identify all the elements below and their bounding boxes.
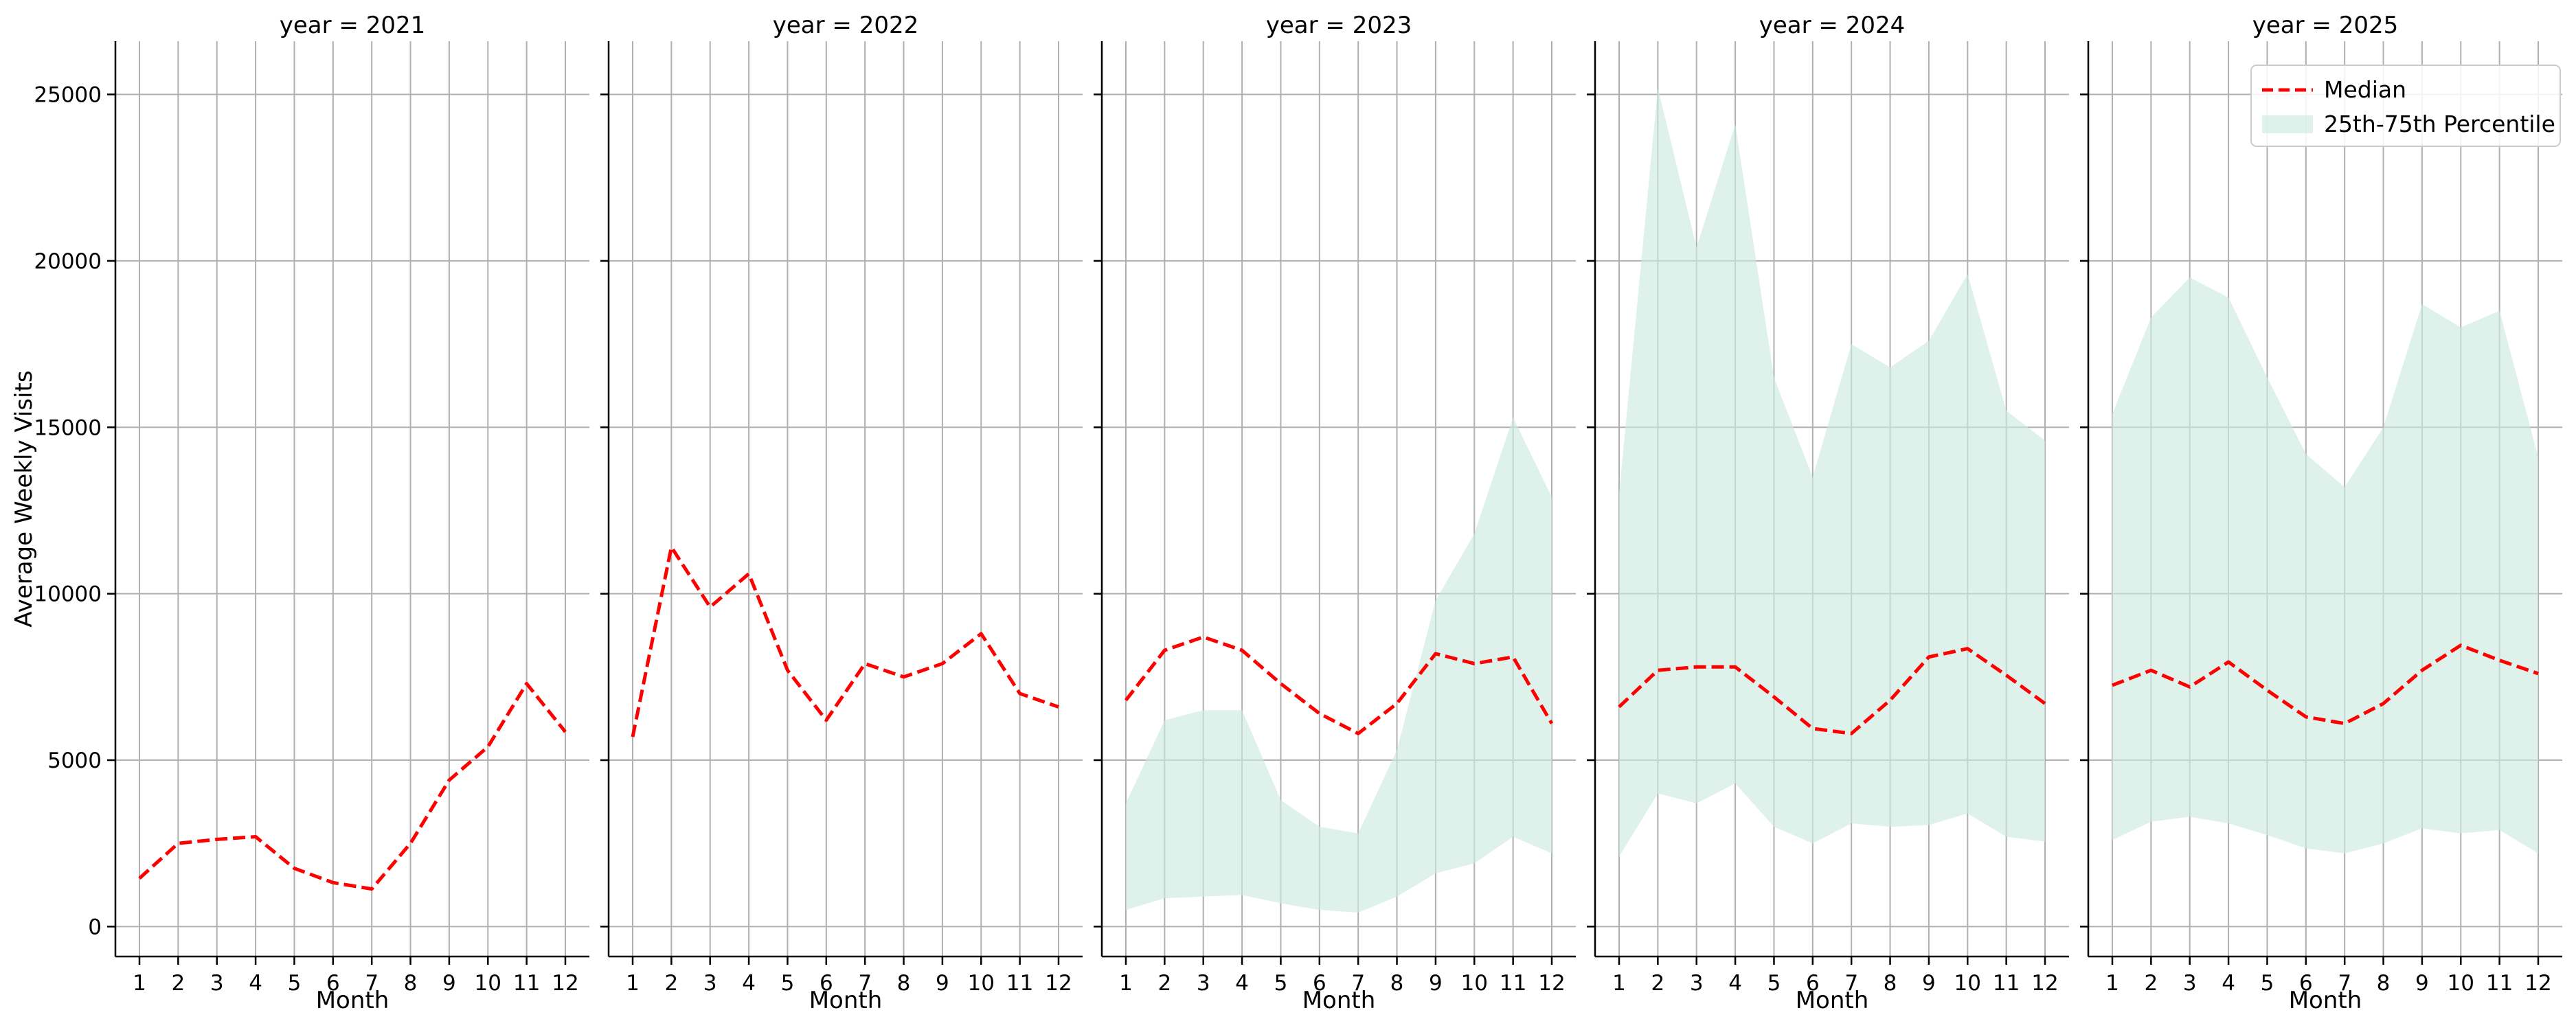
- x-tick-label: 3: [703, 971, 717, 996]
- panel-title: year = 2023: [1266, 12, 1412, 39]
- y-tick-label: 10000: [34, 582, 102, 607]
- x-axis-label: Month: [809, 987, 883, 1014]
- x-tick-label: 2: [664, 971, 678, 996]
- x-tick-label: 6: [1806, 971, 1820, 996]
- median-line: [631, 545, 1059, 737]
- x-tick-label: 9: [1922, 971, 1936, 996]
- panel-title: year = 2024: [1759, 12, 1905, 39]
- percentile-band: [1619, 87, 2045, 857]
- x-axis-label: Month: [2289, 987, 2362, 1014]
- x-tick-label: 6: [326, 971, 340, 996]
- x-tick-label: 10: [475, 971, 501, 996]
- x-axis-label: Month: [1796, 987, 1869, 1014]
- x-tick-label: 1: [1119, 971, 1133, 996]
- legend-swatch-band: [2262, 115, 2313, 133]
- x-tick-label: 5: [781, 971, 795, 996]
- x-tick-label: 7: [1844, 971, 1858, 996]
- panel-title: year = 2022: [773, 12, 918, 39]
- x-tick-label: 2: [1157, 971, 1171, 996]
- x-tick-label: 10: [1461, 971, 1488, 996]
- x-tick-label: 12: [1045, 971, 1072, 996]
- x-tick-label: 11: [1006, 971, 1033, 996]
- x-tick-label: 5: [288, 971, 302, 996]
- y-tick-label: 25000: [34, 83, 102, 108]
- legend: Median 25th-75th Percentile: [2250, 65, 2561, 147]
- x-tick-label: 11: [513, 971, 540, 996]
- x-tick-label: 9: [2415, 971, 2429, 996]
- median-line: [2112, 643, 2539, 726]
- x-tick-label: 4: [1728, 971, 1742, 996]
- x-tick-label: 8: [404, 971, 418, 996]
- x-tick-label: 7: [2338, 971, 2351, 996]
- x-tick-label: 8: [2377, 971, 2391, 996]
- y-tick-label: 0: [88, 915, 102, 939]
- x-tick-label: 4: [1235, 971, 1249, 996]
- legend-label: 25th-75th Percentile: [2324, 111, 2555, 137]
- x-tick-label: 10: [1954, 971, 1981, 996]
- x-tick-label: 11: [2486, 971, 2513, 996]
- panel-title: year = 2021: [280, 12, 425, 39]
- y-axis-label: Average Weekly Visits: [10, 370, 38, 627]
- y-tick-label: 20000: [34, 249, 102, 274]
- x-tick-label: 12: [2031, 971, 2058, 996]
- x-tick-label: 4: [249, 971, 262, 996]
- median-line: [1125, 635, 1554, 735]
- x-tick-label: 3: [2183, 971, 2197, 996]
- x-tick-label: 7: [858, 971, 872, 996]
- x-tick-label: 9: [936, 971, 949, 996]
- x-tick-label: 1: [2105, 971, 2119, 996]
- x-tick-label: 3: [210, 971, 224, 996]
- x-tick-label: 4: [742, 971, 756, 996]
- x-tick-label: 2: [171, 971, 185, 996]
- x-tick-label: 7: [365, 971, 379, 996]
- x-tick-label: 3: [1197, 971, 1210, 996]
- x-tick-label: 12: [2524, 971, 2551, 996]
- x-tick-label: 1: [626, 971, 640, 996]
- x-tick-label: 1: [133, 971, 146, 996]
- x-tick-label: 6: [1313, 971, 1326, 996]
- y-tick-label: 15000: [34, 415, 102, 440]
- x-tick-label: 5: [1274, 971, 1288, 996]
- x-tick-label: 3: [1690, 971, 1704, 996]
- y-tick-label: 5000: [47, 748, 102, 773]
- x-tick-label: 9: [442, 971, 456, 996]
- x-tick-label: 10: [968, 971, 995, 996]
- x-tick-label: 11: [1993, 971, 2020, 996]
- x-axis-label: Month: [316, 987, 389, 1014]
- x-tick-label: 1: [1612, 971, 1626, 996]
- x-tick-label: 11: [1500, 971, 1526, 996]
- panel-title: year = 2025: [2252, 12, 2398, 39]
- x-axis-label: Month: [1302, 987, 1376, 1014]
- x-tick-label: 10: [2448, 971, 2474, 996]
- x-tick-label: 6: [820, 971, 833, 996]
- x-tick-label: 12: [1538, 971, 1565, 996]
- percentile-band: [2112, 277, 2538, 854]
- x-tick-label: 2: [1651, 971, 1664, 996]
- x-tick-label: 9: [1429, 971, 1443, 996]
- x-tick-label: 2: [2144, 971, 2158, 996]
- x-tick-label: 8: [1390, 971, 1404, 996]
- legend-label: Median: [2324, 76, 2406, 103]
- x-tick-label: 4: [2222, 971, 2235, 996]
- x-tick-label: 5: [2261, 971, 2274, 996]
- x-tick-label: 8: [1884, 971, 1897, 996]
- median-line: [138, 682, 567, 891]
- x-tick-label: 6: [2299, 971, 2313, 996]
- legend-box: [2250, 65, 2561, 147]
- x-tick-label: 12: [552, 971, 578, 996]
- x-tick-label: 7: [1351, 971, 1365, 996]
- x-tick-label: 8: [897, 971, 911, 996]
- percentile-band: [1126, 417, 1552, 913]
- x-tick-label: 5: [1767, 971, 1781, 996]
